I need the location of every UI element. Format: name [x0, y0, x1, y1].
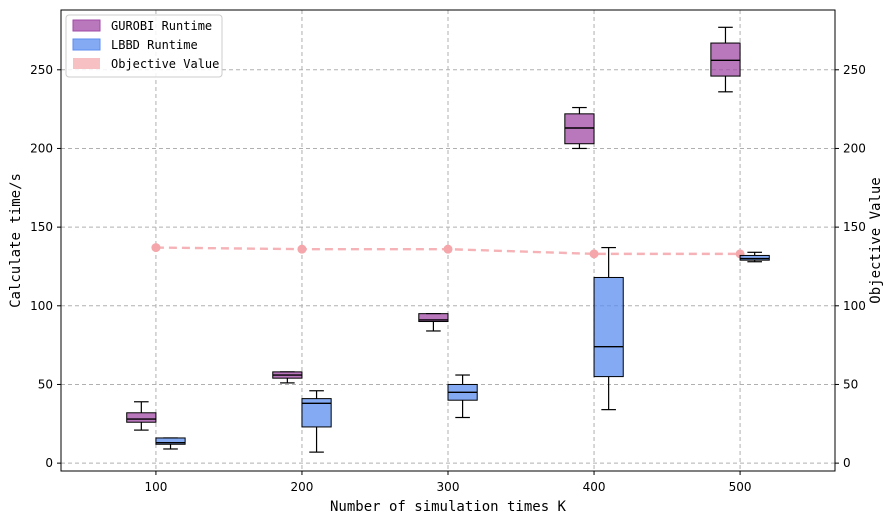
box-lbbd [447, 374, 478, 419]
x-tick-label: 500 [729, 480, 752, 494]
y-right-tick-label: 150 [843, 220, 866, 234]
y-right-tick-label: 100 [843, 299, 866, 313]
x-tick-label: 300 [437, 480, 460, 494]
box-lbbd [301, 390, 332, 453]
objective-point [443, 244, 453, 254]
box-lbbd [155, 437, 186, 450]
y-right-tick-label: 250 [843, 63, 866, 77]
y-left-tick-label: 250 [30, 63, 53, 77]
x-tick-label: 200 [291, 480, 314, 494]
objective-point [589, 249, 599, 259]
box-body [564, 113, 595, 145]
box-lbbd [593, 246, 624, 411]
objective-point [151, 243, 161, 253]
box-layer [126, 26, 770, 453]
x-tick-label: 100 [144, 480, 167, 494]
tick-layer: 100 200 300 400 500 0 50 100 150 200 250 0 50 100 150 2… [30, 63, 866, 494]
y-right-tick-label: 200 [843, 141, 866, 155]
y-axis-right-title: Objective Value [868, 177, 884, 303]
legend-swatch-gurobi [72, 19, 101, 32]
grid-layer [61, 10, 835, 471]
box-body [739, 254, 770, 261]
box-gurobi [564, 106, 595, 150]
objective-point [297, 244, 307, 254]
y-axis-left-title: Calculate time/s [8, 173, 24, 308]
plot-frame [60, 9, 836, 472]
box-body [418, 313, 449, 323]
legend-swatch-lbbd [72, 38, 101, 51]
legend-label-objective: Objective Value [111, 57, 219, 71]
y-left-tick-label: 0 [45, 456, 53, 470]
box-body [593, 276, 624, 378]
y-left-tick-label: 200 [30, 141, 53, 155]
objective-line-layer [151, 243, 745, 259]
box-gurobi [272, 371, 303, 384]
legend-swatch-objective [73, 58, 100, 69]
y-right-tick-label: 0 [843, 456, 851, 470]
box-gurobi [710, 26, 741, 93]
y-left-tick-label: 100 [30, 299, 53, 313]
legend-frame [65, 14, 223, 78]
box-body [126, 412, 157, 423]
box-body [155, 437, 186, 445]
x-tick-label: 400 [583, 480, 606, 494]
y-left-tick-label: 50 [38, 377, 53, 391]
box-lbbd [739, 251, 770, 263]
box-gurobi [418, 313, 449, 332]
legend: GUROBI Runtime LBBD Runtime Objective Va… [65, 14, 223, 78]
y-left-tick-label: 150 [30, 220, 53, 234]
legend-label-gurobi: GUROBI Runtime [111, 19, 212, 33]
y-right-tick-label: 50 [843, 377, 858, 391]
x-axis-title: Number of simulation times K [330, 499, 567, 515]
box-body [710, 42, 741, 77]
legend-label-lbbd: LBBD Runtime [111, 38, 198, 52]
box-gurobi [126, 401, 157, 431]
